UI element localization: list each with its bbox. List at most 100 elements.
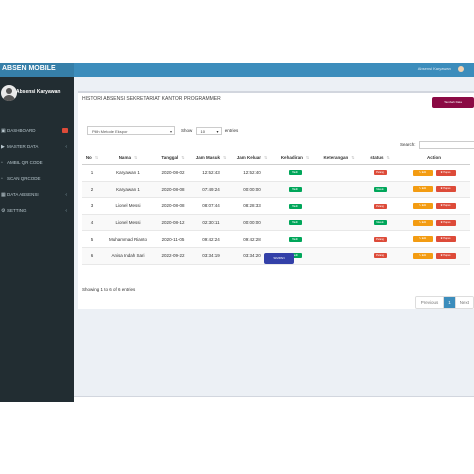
trash-icon: ✖	[440, 237, 443, 241]
add-data-button[interactable]: Tambah Data	[432, 97, 474, 108]
edit-button[interactable]: ✎ Edit	[412, 202, 433, 209]
sort-icon: ⇅	[386, 155, 390, 160]
cell-kehadiran: Hadir	[274, 197, 316, 215]
status-badge: Masuk	[373, 220, 387, 226]
cell-action: ✎ Edit ✖ Hapus	[398, 181, 470, 199]
cell-status: Pulang	[362, 164, 398, 182]
delete-button[interactable]: ✖ Hapus	[435, 202, 456, 209]
cell-no: 3	[82, 197, 102, 215]
user-avatar	[1, 85, 17, 101]
table-icon: ▦	[1, 192, 6, 198]
column-header-nama[interactable]: Nama ⇅	[102, 151, 154, 165]
delete-button[interactable]: ✖ Hapus	[435, 186, 456, 193]
sort-icon: ⇅	[133, 155, 138, 160]
table-row: 1 Karyawan 1 2020-08-02 12:52:43 12:52:40 Had…	[82, 164, 470, 182]
topbar-user-name: Absensi Karyawan	[417, 66, 451, 72]
column-header-jam-keluar[interactable]: Jam Keluar ⇅	[230, 151, 274, 165]
topbar-user-menu[interactable]: Absensi Karyawan	[418, 66, 464, 72]
trash-icon: ✖	[440, 203, 443, 207]
column-header-tanggal[interactable]: Tanggal ⇅	[154, 151, 192, 165]
column-header-keterangan[interactable]: Keterangan ⇅	[316, 151, 362, 165]
chevron-down-icon: ▾	[216, 128, 219, 134]
column-header-kehadiran[interactable]: Kehadiran ⇅	[274, 151, 316, 165]
table-row: 2 Karyawan 1 2020-08-08 07:49:24 00:00:00 Had…	[82, 181, 470, 199]
sidebar-item-ambil-qr-code[interactable]: ▫ AMBIL QR CODE	[0, 155, 74, 171]
edit-button[interactable]: ✎ Edit	[412, 252, 433, 259]
brand-logo[interactable]: ABSEN MOBILE	[0, 63, 74, 77]
column-header-jam-masuk[interactable]: Jam Masuk ⇅	[192, 151, 230, 165]
pagination-previous[interactable]: Previous	[415, 297, 444, 308]
cell-nama: Anisa Indah Sari	[102, 247, 154, 265]
sidebar-item-dashboard[interactable]: ▣DASHBOARD	[0, 123, 74, 139]
edit-button[interactable]: ✎ Edit	[412, 236, 433, 243]
table-row: 4 Lionel Messi 2020-08-12 02:30:11 00:00:00 H…	[82, 214, 470, 232]
cell-jam-keluar: 12:52:40	[230, 164, 274, 182]
cell-jam-keluar: 08:28:33	[230, 197, 274, 215]
chevron-left-icon: ‹	[65, 192, 67, 198]
folder-icon: ▶	[1, 144, 5, 150]
chevron-down-icon: ▾	[169, 129, 172, 134]
kehadiran-badge: Hadir	[288, 236, 302, 242]
table-info: Showing 1 to 6 of 6 entries	[82, 287, 136, 292]
sidebar-item-label: MASTER DATA	[7, 144, 39, 149]
sidebar-item-setting[interactable]: ⚙ SETTING ‹	[0, 203, 74, 219]
cell-kehadiran: Hadir	[274, 164, 316, 182]
cell-no: 5	[82, 230, 102, 248]
notification-badge	[62, 128, 68, 133]
cell-action: ✎ Edit ✖ Hapus	[398, 214, 470, 232]
edit-button[interactable]: ✎ Edit	[412, 219, 433, 226]
pagination-page-1[interactable]: 1	[443, 297, 455, 308]
column-header-no[interactable]: No ⇅	[82, 151, 102, 165]
delete-button[interactable]: ✖ Hapus	[435, 252, 456, 259]
cell-no: 2	[82, 181, 102, 199]
column-header-status[interactable]: status ⇅	[362, 151, 398, 165]
edit-icon: ✎	[418, 253, 422, 257]
cell-jam-keluar: 00:00:00	[230, 214, 274, 232]
sidebar: Absensi Karyawan ▣DASHBOARD ▶ MASTER DATA…	[0, 77, 74, 402]
cell-jam-masuk: 02:30:11	[192, 214, 230, 232]
table-row: 5 Muhammad Rianto 2020-11-05 09:42:24 09:42:…	[82, 230, 470, 248]
page-title: HISTORI ABSENSI SEKRETARIAT KANTOR PROGR…	[82, 96, 221, 102]
delete-button[interactable]: ✖ Hapus	[435, 219, 456, 226]
kehadiran-badge: Hadir	[288, 203, 302, 209]
cell-tanggal: 2020-08-12	[154, 214, 192, 232]
sort-icon: ⇅	[263, 155, 268, 160]
cell-kehadiran: Hadir	[274, 181, 316, 199]
cell-tanggal: 2020-08-02	[154, 164, 192, 182]
entries-control: Show 10 ▾ entries	[181, 126, 238, 135]
cell-no: 1	[82, 164, 102, 182]
dashboard-icon: ▣	[1, 128, 6, 134]
search-input[interactable]	[418, 141, 474, 149]
sort-icon: ⇅	[305, 155, 310, 160]
sidebar-item-scan-qrcode[interactable]: ▫ SCAN QRCODE	[0, 171, 74, 187]
delete-button[interactable]: ✖ Hapus	[435, 236, 456, 243]
top-navbar: ABSEN MOBILE Absensi Karyawan	[0, 63, 474, 77]
submit-button[interactable]: SIMPAN	[264, 253, 294, 264]
edit-button[interactable]: ✎ Edit	[412, 186, 433, 193]
pagination-next[interactable]: Next	[454, 297, 473, 308]
entries-value: 10	[200, 128, 205, 134]
topbar-avatar	[458, 66, 464, 72]
cell-jam-masuk: 08:07:44	[192, 197, 230, 215]
user-panel: Absensi Karyawan	[0, 85, 74, 107]
cell-tanggal: 2020-08-08	[154, 181, 192, 199]
entries-label: entries	[224, 128, 239, 133]
sidebar-item-data-absensi[interactable]: ▦DATA ABSENSI ‹	[0, 187, 74, 203]
entries-select[interactable]: 10 ▾	[195, 126, 222, 135]
edit-button[interactable]: ✎ Edit	[412, 169, 433, 176]
cell-kehadiran: Hadir	[274, 230, 316, 248]
kehadiran-badge: Hadir	[288, 170, 302, 176]
cell-keterangan	[316, 247, 362, 265]
cell-keterangan	[316, 214, 362, 232]
sidebar-item-label: AMBIL QR CODE	[7, 160, 43, 165]
cell-status: Pulang	[362, 197, 398, 215]
sort-icon: ⇅	[222, 155, 227, 160]
cell-nama: Karyawan 1	[102, 164, 154, 182]
cell-jam-masuk: 03:34:19	[192, 247, 230, 265]
sidebar-item-master-data[interactable]: ▶ MASTER DATA ‹	[0, 139, 74, 155]
cell-action: ✎ Edit ✖ Hapus	[398, 247, 470, 265]
edit-icon: ✎	[418, 170, 422, 174]
export-method-select[interactable]: Pilih Metode Ekspor ▾	[87, 126, 175, 135]
trash-icon: ✖	[440, 187, 443, 191]
delete-button[interactable]: ✖ Hapus	[435, 169, 456, 176]
